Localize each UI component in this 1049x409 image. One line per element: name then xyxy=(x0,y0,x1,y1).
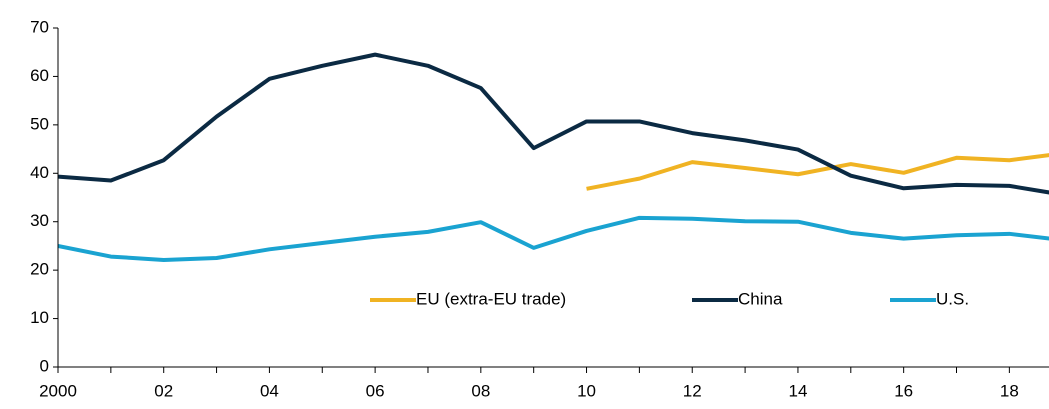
y-tick-label: 50 xyxy=(30,114,49,133)
x-tick-label: 04 xyxy=(260,381,279,400)
legend-label: U.S. xyxy=(936,289,969,308)
series-line xyxy=(586,153,1049,191)
x-tick-label: 2000 xyxy=(39,381,77,400)
x-tick-label: 18 xyxy=(1000,381,1019,400)
y-tick-label: 70 xyxy=(30,17,49,36)
plot-area xyxy=(58,52,1049,262)
series-line xyxy=(58,52,1049,195)
x-tick-label: 12 xyxy=(683,381,702,400)
x-tick-label: 02 xyxy=(154,381,173,400)
x-tick-label: 06 xyxy=(366,381,385,400)
x-tick-label: 16 xyxy=(894,381,913,400)
y-tick-label: 20 xyxy=(30,260,49,279)
y-tick-label: 0 xyxy=(40,356,49,375)
y-tick-label: 10 xyxy=(30,308,49,327)
legend-label: China xyxy=(738,289,783,308)
legend-label: EU (extra-EU trade) xyxy=(416,289,566,308)
x-tick-label: 10 xyxy=(577,381,596,400)
y-tick-label: 30 xyxy=(30,211,49,230)
y-tick-label: 60 xyxy=(30,66,49,85)
y-tick-label: 40 xyxy=(30,163,49,182)
x-tick-label: 14 xyxy=(788,381,807,400)
x-tick-label: 08 xyxy=(471,381,490,400)
series-line xyxy=(58,215,1049,262)
